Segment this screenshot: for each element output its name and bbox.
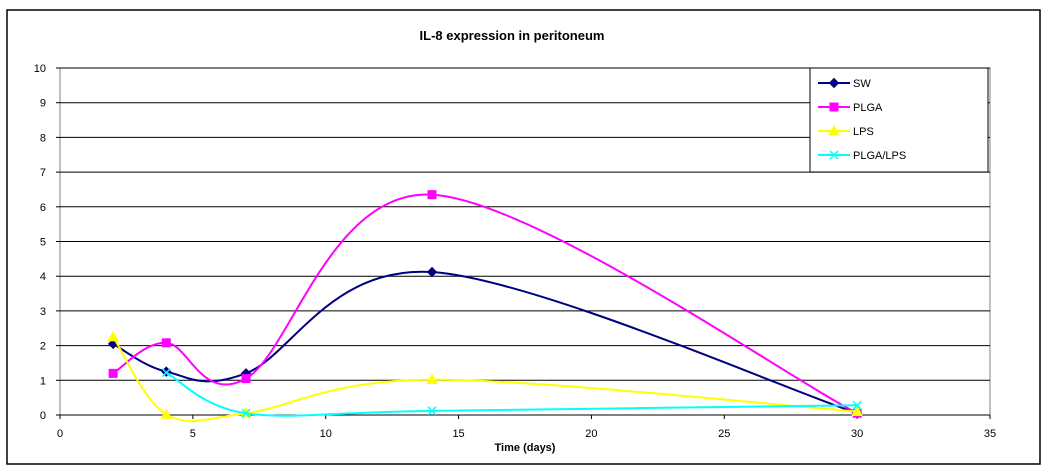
legend-marker-stroke bbox=[829, 150, 839, 160]
chart-title: IL-8 expression in peritoneum bbox=[420, 28, 605, 43]
y-tick-label: 0 bbox=[40, 410, 46, 422]
legend-item-sw: SW bbox=[818, 77, 871, 90]
x-tick-label: 5 bbox=[190, 428, 196, 440]
x-tick-label: 20 bbox=[585, 428, 597, 440]
x-tick-label: 30 bbox=[851, 428, 863, 440]
x-axis-label: Time (days) bbox=[495, 442, 556, 454]
legend-marker bbox=[828, 124, 840, 136]
legend-label: LPS bbox=[853, 126, 874, 138]
data-point-plga bbox=[427, 190, 437, 200]
x-tick-label: 0 bbox=[57, 428, 63, 440]
data-point-plga-lps bbox=[852, 400, 862, 410]
legend-item-plga-lps: PLGA/LPS bbox=[818, 150, 906, 162]
x-tick-label: 35 bbox=[984, 428, 996, 440]
data-point-lps bbox=[107, 330, 119, 342]
series-line-lps bbox=[112, 336, 858, 423]
data-point-plga-lps bbox=[427, 406, 437, 416]
data-point-plga-lps-stroke bbox=[427, 406, 437, 416]
data-point-lps bbox=[160, 408, 173, 419]
x-tick-label: 15 bbox=[452, 428, 464, 440]
legend-marker bbox=[829, 150, 839, 160]
series-layer bbox=[107, 190, 863, 423]
data-point-plga bbox=[161, 338, 171, 348]
y-tick-label: 5 bbox=[40, 237, 46, 249]
data-point-plga bbox=[241, 374, 251, 384]
data-point-lps bbox=[851, 405, 863, 417]
data-point-plga bbox=[108, 368, 118, 378]
data-point-plga-lps bbox=[241, 408, 251, 418]
y-axis-ticks: 0 1 2 3 4 5 6 7 8 9 10 bbox=[34, 63, 60, 422]
y-tick-label: 3 bbox=[40, 306, 46, 318]
legend-label: PLGA/LPS bbox=[853, 150, 906, 162]
y-tick-label: 8 bbox=[40, 132, 46, 144]
y-tick-label: 2 bbox=[40, 341, 46, 353]
data-point-plga-lps-stroke bbox=[852, 400, 862, 410]
series-line-plga-lps bbox=[165, 371, 858, 417]
y-tick-label: 1 bbox=[40, 375, 46, 387]
y-tick-label: 10 bbox=[34, 63, 46, 75]
legend-item-lps: LPS bbox=[818, 124, 874, 138]
legend: SW PLGA LPS PLGA/LPS bbox=[809, 67, 989, 173]
y-tick-label: 9 bbox=[40, 98, 46, 110]
series-plga-lps bbox=[161, 368, 862, 418]
legend-label: SW bbox=[853, 78, 871, 90]
legend-label: PLGA bbox=[853, 102, 883, 114]
y-tick-label: 7 bbox=[40, 167, 46, 179]
y-tick-label: 6 bbox=[40, 202, 46, 214]
legend-marker bbox=[829, 102, 839, 112]
data-point-plga-lps-stroke bbox=[241, 408, 251, 418]
x-tick-label: 10 bbox=[320, 428, 332, 440]
data-point-sw bbox=[426, 266, 438, 278]
data-point-plga-lps-stroke bbox=[161, 368, 171, 378]
data-point-lps bbox=[426, 373, 438, 385]
data-point-plga-lps bbox=[161, 368, 171, 378]
y-tick-label: 4 bbox=[40, 271, 46, 283]
legend-item-plga: PLGA bbox=[818, 102, 883, 114]
x-tick-label: 25 bbox=[718, 428, 730, 440]
x-axis-ticks: 0 5 10 15 20 25 30 35 bbox=[57, 414, 996, 440]
legend-marker bbox=[828, 77, 840, 89]
